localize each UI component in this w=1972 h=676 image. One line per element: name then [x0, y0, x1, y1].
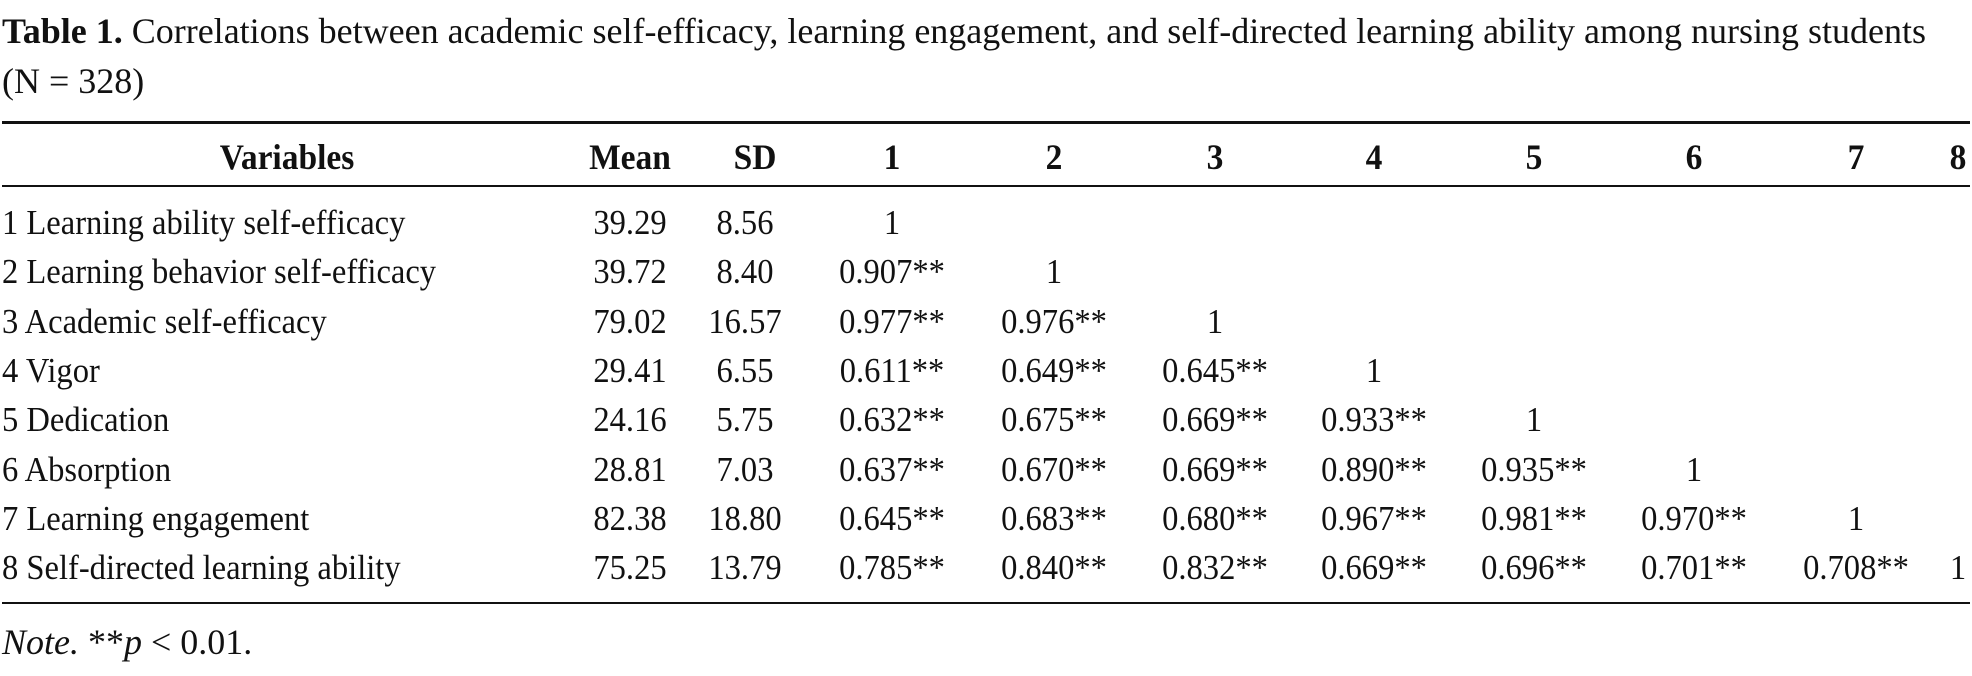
header-col-1: 1: [883, 137, 901, 177]
row-sd: 13.79: [708, 548, 782, 588]
correlation-cell: 0.645**: [1162, 350, 1268, 390]
bottom-rule: [2, 602, 1970, 604]
header-rule: [2, 185, 1970, 187]
row-sd: 8.56: [716, 203, 774, 242]
correlation-cell: 0.832**: [1162, 548, 1268, 588]
correlation-cell: 0.675**: [1001, 400, 1107, 440]
row-sd: 16.57: [708, 301, 782, 341]
correlation-cell: 0.637**: [839, 449, 945, 489]
correlation-cell: 1: [1045, 252, 1063, 292]
header-mean: Mean: [589, 137, 671, 177]
note-rest: < 0.01.: [142, 622, 253, 662]
correlation-cell: 0.840**: [1001, 548, 1107, 588]
row-mean: 39.72: [593, 252, 667, 292]
correlation-cell: 0.669**: [1162, 449, 1268, 489]
row-mean: 29.41: [593, 350, 667, 390]
header-sd: SD: [733, 137, 777, 177]
correlation-cell: 1: [1847, 498, 1865, 538]
correlation-cell: 0.611**: [839, 350, 945, 390]
correlation-cell: 0.683**: [1001, 498, 1107, 538]
correlation-cell: 0.933**: [1321, 400, 1427, 440]
caption-text: Correlations between academic self-effic…: [2, 11, 1927, 101]
header-col-7: 7: [1847, 137, 1865, 177]
correlation-cell: 0.632**: [839, 400, 945, 440]
row-variable: 8 Self-directed learning ability: [2, 548, 401, 588]
row-mean: 82.38: [593, 498, 667, 538]
correlation-cell: 0.967**: [1321, 498, 1427, 538]
correlation-cell: 0.907**: [839, 252, 945, 292]
note-label: Note.: [2, 622, 79, 662]
table-caption: Table 1. Correlations between academic s…: [2, 6, 1970, 106]
correlation-cell: 0.680**: [1162, 498, 1268, 538]
table-note: Note. **p < 0.01.: [2, 620, 252, 664]
row-sd: 18.80: [708, 498, 782, 538]
correlation-cell: 0.701**: [1641, 548, 1747, 588]
note-p: p: [124, 622, 142, 662]
correlation-cell: 0.645**: [839, 498, 945, 538]
correlation-cell: 0.649**: [1001, 350, 1107, 390]
header-col-2: 2: [1045, 137, 1063, 177]
correlation-cell: 1: [1365, 350, 1383, 390]
correlation-cell: 0.981**: [1481, 498, 1587, 538]
header-col-8: 8: [1949, 137, 1967, 177]
row-sd: 5.75: [716, 400, 774, 440]
row-mean: 39.29: [593, 203, 667, 242]
row-mean: 24.16: [593, 400, 667, 440]
correlation-cell: 1: [1525, 400, 1543, 440]
caption-label: Table 1.: [2, 11, 123, 51]
correlation-cell: 0.670**: [1001, 449, 1107, 489]
row-variable: 2 Learning behavior self-efficacy: [2, 252, 437, 292]
row-sd: 7.03: [716, 449, 774, 489]
correlation-cell: 0.696**: [1481, 548, 1587, 588]
top-rule: [2, 121, 1970, 124]
correlation-cell: 1: [1685, 449, 1703, 489]
correlation-cell: 0.890**: [1321, 449, 1427, 489]
row-variable: 6 Absorption: [2, 449, 172, 489]
correlation-cell: 0.935**: [1481, 449, 1587, 489]
correlation-cell: 0.669**: [1321, 548, 1427, 588]
header-col-4: 4: [1365, 137, 1383, 177]
correlation-cell: 1: [1949, 548, 1967, 588]
correlation-cell: 0.977**: [839, 301, 945, 341]
header-col-3: 3: [1206, 137, 1224, 177]
row-variable: 3 Academic self-efficacy: [2, 301, 327, 341]
correlation-cell: 0.976**: [1001, 301, 1107, 341]
row-variable: 4 Vigor: [2, 350, 100, 390]
correlation-cell: 0.785**: [839, 548, 945, 588]
correlation-cell: 1: [1206, 301, 1224, 341]
row-sd: 8.40: [716, 252, 774, 292]
correlation-cell: 1: [883, 203, 901, 242]
row-mean: 75.25: [593, 548, 667, 588]
header-variables: Variables: [219, 137, 355, 177]
row-mean: 28.81: [593, 449, 667, 489]
row-variable: 1 Learning ability self-efficacy: [2, 203, 406, 242]
note-stars: **: [88, 622, 124, 662]
correlation-cell: 0.970**: [1641, 498, 1747, 538]
row-sd: 6.55: [716, 350, 774, 390]
correlation-cell: 0.669**: [1162, 400, 1268, 440]
row-mean: 79.02: [593, 301, 667, 341]
row-variable: 5 Dedication: [2, 400, 170, 440]
header-col-6: 6: [1685, 137, 1703, 177]
row-variable: 7 Learning engagement: [2, 498, 310, 538]
header-col-5: 5: [1525, 137, 1543, 177]
correlation-cell: 0.708**: [1803, 548, 1909, 588]
